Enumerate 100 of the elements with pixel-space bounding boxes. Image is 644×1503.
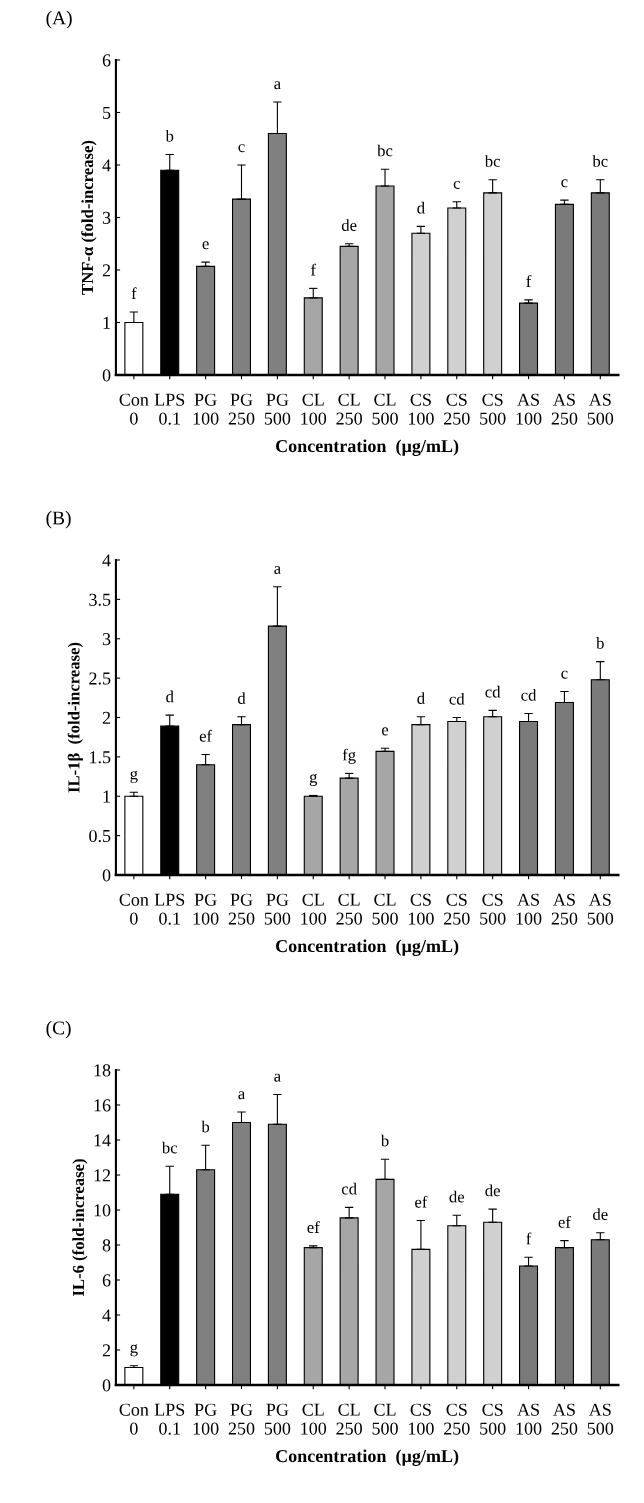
y-tick-label: 0 xyxy=(102,869,111,882)
annotation: bc xyxy=(484,155,501,167)
y-tick-label: 8 xyxy=(102,1239,111,1252)
x-tick-label: AS 100 xyxy=(516,393,542,425)
x-tick-label: PG 100 xyxy=(193,893,219,925)
y-tick-label: 3.5 xyxy=(89,593,111,606)
x-tick-label: PG 250 xyxy=(228,893,255,925)
y-tick-label: 0 xyxy=(102,1379,111,1392)
annotation: d xyxy=(417,692,425,704)
annotation: e xyxy=(202,241,209,250)
y-tick-label: 1.5 xyxy=(90,751,111,764)
x-tick-label: CL 100 xyxy=(301,1403,327,1435)
x-tick-label: CS 100 xyxy=(408,893,434,925)
annotation: d xyxy=(237,692,246,704)
x-tick-label: AS 500 xyxy=(587,393,614,425)
annotation: f xyxy=(526,1232,532,1245)
x-tick-label: CS 100 xyxy=(408,1403,434,1435)
x-axis-title: Concentration (µg/mL) xyxy=(276,439,459,456)
y-tick-label: 4 xyxy=(102,554,111,567)
x-tick-label: AS 250 xyxy=(551,393,578,425)
x-tick-label: PG 500 xyxy=(264,393,291,425)
annotation: e xyxy=(381,727,389,736)
y-tick-label: 0 xyxy=(102,369,111,382)
y-tick-label: 3 xyxy=(102,211,111,224)
x-tick-label: LPS 0.1 xyxy=(154,893,185,925)
annotation: f xyxy=(131,287,137,299)
x-tick-label: AS 500 xyxy=(587,1403,614,1435)
x-tick-label: CS 250 xyxy=(444,893,470,925)
annotation: cd xyxy=(341,1182,357,1195)
chart-title: (A) xyxy=(46,10,72,29)
x-tick-label: CL 500 xyxy=(372,893,398,925)
annotation: a xyxy=(238,1091,245,1100)
annotation: b xyxy=(165,129,174,142)
annotation: c xyxy=(561,670,568,679)
x-tick-label: CS 250 xyxy=(444,393,470,425)
x-tick-label: CS 100 xyxy=(408,393,434,425)
x-tick-label: Con 0 xyxy=(119,393,149,425)
chart-title: (B) xyxy=(46,510,71,529)
y-tick-label: 2 xyxy=(102,264,111,277)
x-tick-label: CL 100 xyxy=(301,893,327,925)
x-tick-label: CL 250 xyxy=(336,893,362,925)
annotation: ef xyxy=(558,1215,571,1228)
y-tick-label: 18 xyxy=(94,1064,111,1077)
annotation: g xyxy=(309,773,318,787)
y-tick-label: 5 xyxy=(103,106,111,119)
y-axis-title: IL-1β (fold-increase) xyxy=(67,642,83,793)
annotation: cd xyxy=(485,685,501,698)
annotation: b xyxy=(380,1134,389,1147)
annotation: de xyxy=(449,1190,465,1203)
y-axis-title: IL-6 (fold-increase) xyxy=(72,1159,88,1296)
annotation: ef xyxy=(307,1221,320,1234)
annotation: fg xyxy=(342,748,356,764)
annotation: b xyxy=(596,637,604,649)
x-tick-label: CS 250 xyxy=(444,1403,470,1435)
y-tick-label: 4 xyxy=(102,159,111,172)
x-tick-label: CL 500 xyxy=(372,393,398,425)
y-tick-label: 14 xyxy=(94,1134,111,1147)
chart-title: (C) xyxy=(46,1020,71,1039)
x-tick-label: CL 100 xyxy=(301,393,327,425)
annotation: de xyxy=(593,1208,608,1220)
annotation: g xyxy=(130,1344,138,1357)
y-tick-label: 4 xyxy=(102,1309,111,1322)
annotation: g xyxy=(130,770,138,783)
annotation: f xyxy=(526,275,532,287)
x-tick-label: AS 250 xyxy=(551,1403,578,1435)
x-tick-label: CS 500 xyxy=(480,1403,506,1435)
annotation: ef xyxy=(415,1195,428,1208)
x-tick-label: Con 0 xyxy=(119,893,149,925)
x-tick-label: AS 100 xyxy=(516,893,542,925)
annotation: a xyxy=(274,1073,281,1082)
x-tick-label: PG 500 xyxy=(264,893,291,925)
annotation: de xyxy=(341,219,357,231)
x-axis-title: Concentration (µg/mL) xyxy=(276,939,459,956)
annotation: c xyxy=(561,179,568,188)
y-tick-label: 2 xyxy=(102,1344,111,1357)
y-tick-label: 12 xyxy=(94,1169,111,1182)
annotation: cd xyxy=(521,689,537,701)
y-tick-label: 1 xyxy=(103,316,110,329)
annotation: c xyxy=(238,144,245,153)
y-tick-label: 6 xyxy=(102,1274,111,1287)
annotation: bc xyxy=(592,155,608,167)
annotation: ef xyxy=(199,729,213,742)
annotation: f xyxy=(311,263,317,276)
x-tick-label: LPS 0.1 xyxy=(154,393,185,425)
y-tick-label: 2 xyxy=(102,711,111,724)
y-tick-label: 0.5 xyxy=(89,829,111,843)
annotation: a xyxy=(274,565,281,574)
x-tick-label: AS 100 xyxy=(516,1403,542,1435)
x-tick-label: PG 100 xyxy=(193,1403,219,1435)
annotation: d xyxy=(417,201,425,214)
x-axis-title: Concentration (µg/mL) xyxy=(276,1449,459,1466)
x-tick-label: PG 500 xyxy=(264,1403,291,1435)
annotation: bc xyxy=(161,1141,178,1154)
annotation: d xyxy=(166,690,174,703)
y-tick-label: 1 xyxy=(103,790,110,803)
x-tick-label: CL 500 xyxy=(372,1403,398,1435)
annotation: cd xyxy=(449,692,465,705)
annotation: b xyxy=(201,1120,210,1133)
x-tick-label: LPS 0.1 xyxy=(154,1403,185,1435)
y-tick-label: 6 xyxy=(102,54,111,67)
